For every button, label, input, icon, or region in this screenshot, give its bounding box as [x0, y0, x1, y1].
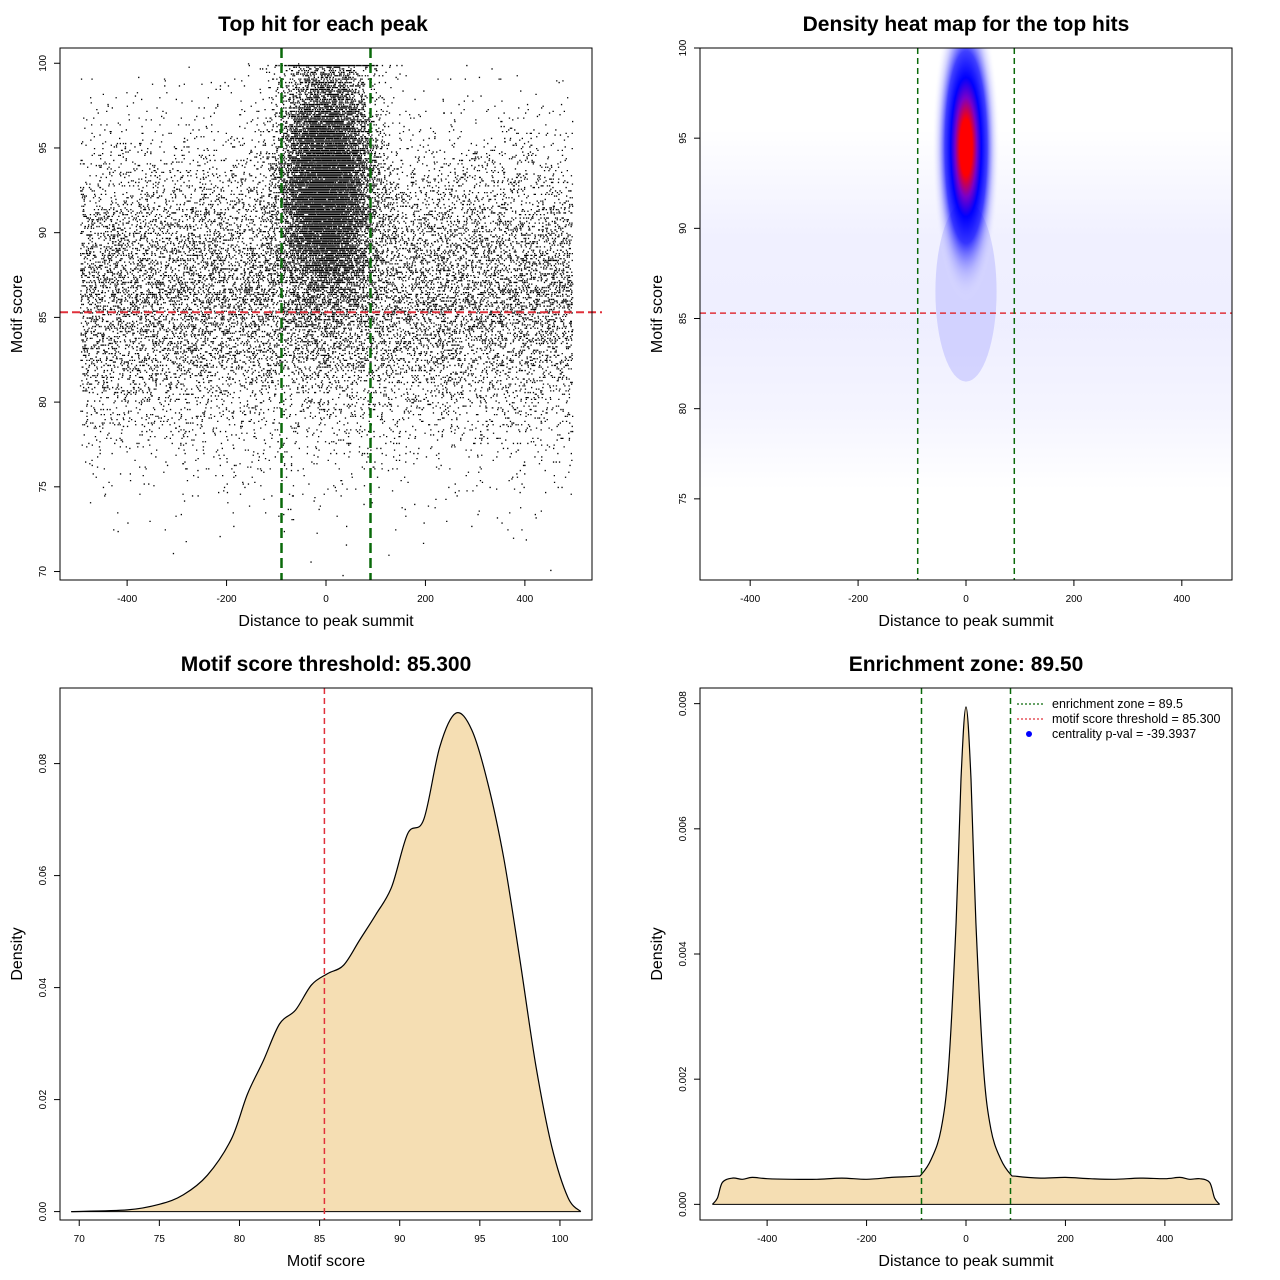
y-tick-label: 0.00 [38, 1201, 49, 1221]
scatter-points-layer [79, 63, 574, 577]
legend-item-pval: centrality p-val = -39.3937 [1052, 727, 1196, 741]
legend-item-threshold: motif score threshold = 85.300 [1052, 712, 1221, 726]
x-tick-label: 85 [314, 1234, 326, 1245]
axis-ticks: -400 -200 0 200 400 70 75 80 85 90 95 100 [38, 54, 534, 605]
x-tick-label: 200 [1066, 594, 1083, 605]
chart-title: Top hit for each peak [218, 13, 428, 36]
x-tick-label: 95 [474, 1234, 486, 1245]
x-tick-label: 400 [1173, 594, 1190, 605]
y-axis-label: Motif score [9, 275, 26, 353]
y-tick-label: 0.000 [678, 1191, 689, 1216]
y-tick-label: 0.02 [38, 1089, 49, 1109]
x-axis-label: Distance to peak summit [238, 613, 414, 630]
x-tick-label: 75 [154, 1234, 166, 1245]
distance-density-panel: -400 -200 0 200 400 0.000 0.002 0.004 0.006 0.008… [649, 653, 1233, 1270]
legend: enrichment zone = 89.5 motif score thres… [1017, 697, 1221, 741]
reference-lines [700, 48, 1232, 580]
y-tick-label: 0.08 [38, 753, 49, 773]
x-tick-label: -400 [740, 594, 760, 605]
x-tick-label: 70 [74, 1234, 86, 1245]
reference-lines [920, 688, 1012, 1220]
density-hotspot [932, 48, 1000, 302]
y-axis-label: Motif score [649, 275, 666, 353]
y-tick-label: 95 [38, 142, 49, 154]
axis-ticks: -400 -200 0 200 400 75 80 85 90 95 100 [678, 39, 1191, 605]
x-tick-label: 400 [517, 594, 534, 605]
y-tick-label: 0.006 [678, 816, 689, 841]
y-tick-label: 100 [678, 39, 689, 56]
y-tick-label: 95 [678, 132, 689, 144]
legend-item-zone: enrichment zone = 89.5 [1052, 697, 1183, 711]
x-tick-label: 0 [963, 1234, 969, 1245]
x-tick-label: -200 [217, 594, 237, 605]
x-axis-label: Distance to peak summit [878, 1253, 1054, 1270]
x-tick-label: -400 [757, 1234, 777, 1245]
heatmap-layer [700, 48, 1232, 490]
y-tick-label: 0.004 [678, 941, 689, 966]
x-tick-label: 200 [417, 594, 434, 605]
legend-pval-dot [1026, 731, 1032, 737]
y-tick-label: 0.04 [38, 977, 49, 997]
x-tick-label: 100 [552, 1234, 569, 1245]
x-tick-label: 0 [963, 594, 969, 605]
plot-frame [59, 687, 593, 1221]
x-tick-label: -200 [848, 594, 868, 605]
heatmap-panel: -400 -200 0 200 400 75 80 85 90 95 100 Density hea… [649, 13, 1233, 630]
density-fill [712, 706, 1220, 1205]
density-curve [711, 706, 1221, 1205]
x-tick-label: -200 [857, 1234, 877, 1245]
axis-ticks: -400 -200 0 200 400 0.000 0.002 0.004 0.006 0.008 [678, 691, 1174, 1245]
x-tick-label: 0 [323, 594, 329, 605]
density-area-layer [71, 712, 582, 1213]
y-tick-label: 80 [38, 396, 49, 408]
density-fill [71, 712, 581, 1212]
chart-title: Density heat map for the top hits [803, 13, 1130, 36]
density-curve [71, 712, 582, 1213]
y-tick-label: 100 [38, 54, 49, 71]
y-axis-label: Density [649, 927, 666, 980]
chart-title: Motif score threshold: 85.300 [181, 653, 472, 676]
x-tick-label: 400 [1157, 1234, 1174, 1245]
scatter-points [79, 63, 574, 577]
reference-lines [60, 48, 602, 580]
x-tick-label: -400 [117, 594, 137, 605]
y-tick-label: 70 [38, 566, 49, 578]
y-tick-label: 0.002 [678, 1066, 689, 1091]
axis-ticks: 70 75 80 85 90 95 100 0.00 0.02 0.04 0.06 0.08 [38, 753, 569, 1245]
y-tick-label: 90 [38, 227, 49, 239]
y-tick-label: 80 [678, 403, 689, 415]
y-tick-label: 75 [38, 481, 49, 493]
x-axis-label: Motif score [287, 1253, 365, 1270]
score-density-panel: 70 75 80 85 90 95 100 0.00 0.02 0.04 0.06 0.08 Moti… [9, 653, 593, 1270]
y-tick-label: 85 [38, 311, 49, 323]
density-area-layer [711, 706, 1221, 1205]
y-tick-label: 0.06 [38, 865, 49, 885]
scatter-panel: -400 -200 0 200 400 70 75 80 85 90 95 100 Top hit f… [9, 13, 602, 630]
x-axis-label: Distance to peak summit [878, 613, 1054, 630]
x-tick-label: 200 [1057, 1234, 1074, 1245]
y-tick-label: 75 [678, 493, 689, 505]
x-tick-label: 80 [234, 1234, 246, 1245]
x-tick-label: 90 [394, 1234, 406, 1245]
y-tick-label: 90 [678, 222, 689, 234]
y-axis-label: Density [9, 927, 26, 980]
y-tick-label: 0.008 [678, 691, 689, 716]
chart-title: Enrichment zone: 89.50 [849, 653, 1084, 676]
y-tick-label: 85 [678, 313, 689, 325]
